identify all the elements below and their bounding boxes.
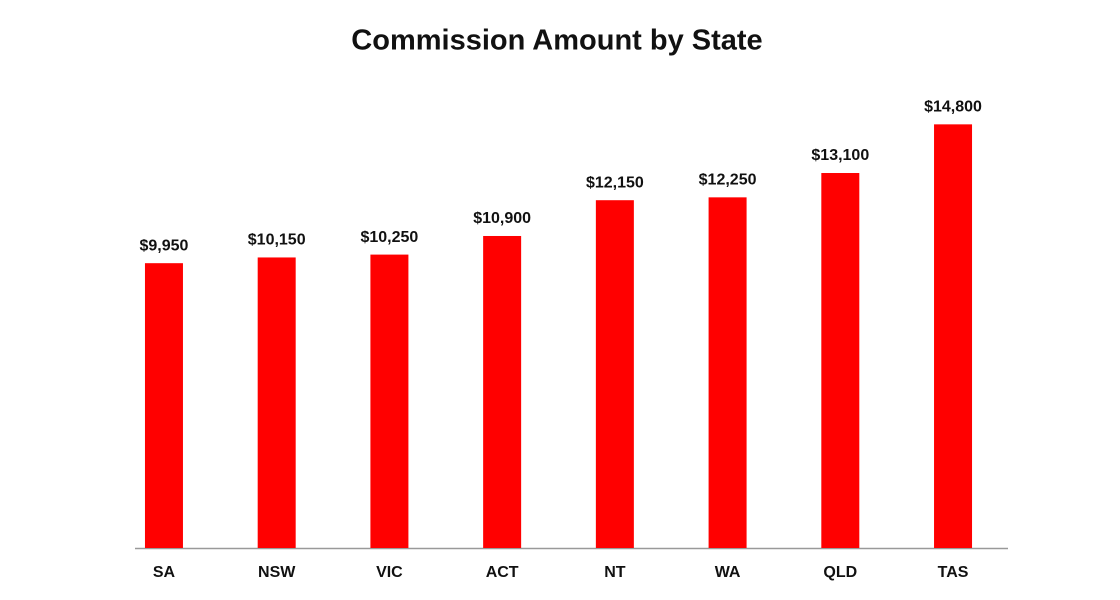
value-label: $10,250 [360,229,418,246]
x-tick-label: ACT [486,564,519,581]
value-label: $13,100 [811,147,869,164]
value-label: $12,150 [586,174,644,191]
value-label: $10,900 [473,210,531,227]
bar [483,235,522,549]
x-tick-label: QLD [823,564,857,581]
chart-title: Commission Amount by State [351,25,762,57]
bar [257,257,296,548]
bar [821,173,860,548]
x-tick-label: NT [604,564,626,581]
x-tick-label: TAS [938,564,969,581]
bar [708,197,747,548]
bar [370,254,409,548]
bar [934,124,973,548]
x-tick-label: VIC [376,564,403,581]
x-tick-label: WA [715,564,741,581]
value-label: $9,950 [139,237,188,254]
bar [144,263,183,548]
bar [595,200,634,549]
value-label: $14,800 [924,99,982,116]
value-label: $10,150 [248,232,306,249]
x-tick-label: SA [153,564,176,581]
value-label: $12,250 [699,172,757,189]
x-tick-label: NSW [258,564,296,581]
